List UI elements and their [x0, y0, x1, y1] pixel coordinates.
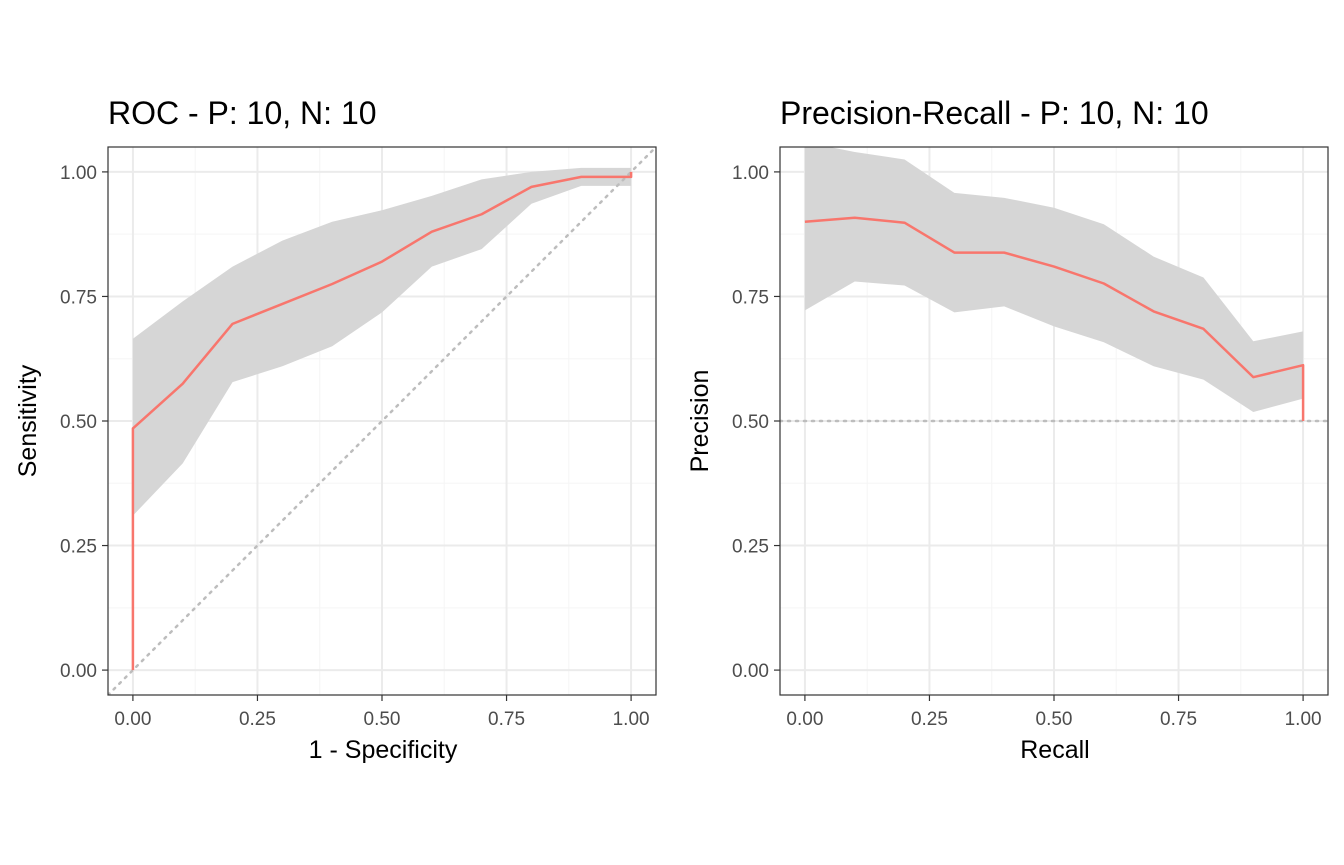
roc-x-axis-title: 1 - Specificity [309, 736, 458, 764]
pr-y-tick-label: 1.00 [732, 163, 769, 184]
roc-x-tick-label: 0.25 [239, 709, 276, 730]
roc-y-tick-label: 0.50 [60, 412, 97, 433]
roc-y-tick-label: 0.00 [60, 661, 97, 682]
pr-x-tick-label: 0.00 [786, 709, 823, 730]
roc-y-tick-label: 0.25 [60, 537, 97, 558]
pr-y-axis-title: Precision [686, 370, 714, 473]
pr-y-tick-label: 0.75 [732, 287, 769, 308]
roc-y-axis-title: Sensitivity [14, 364, 42, 477]
precision-recall-chart: Precision-Recall - P: 10, N: 10 Recall P… [686, 95, 1329, 764]
pr-x-tick-label: 0.25 [911, 709, 948, 730]
pr-y-tick-label: 0.00 [732, 661, 769, 682]
roc-x-tick-label: 0.50 [364, 709, 401, 730]
roc-chart: ROC - P: 10, N: 10 1 - Specificity Sensi… [14, 95, 657, 764]
roc-x-tick-label: 0.75 [488, 709, 525, 730]
roc-chart-title: ROC - P: 10, N: 10 [108, 95, 377, 131]
pr-plot-area [780, 147, 1328, 695]
roc-x-tick-label: 0.00 [114, 709, 151, 730]
pr-chart-title: Precision-Recall - P: 10, N: 10 [780, 95, 1209, 131]
roc-confidence-band [132, 167, 632, 516]
pr-x-axis-title: Recall [1020, 736, 1089, 764]
roc-reference-diagonal [108, 147, 656, 695]
pr-x-tick-label: 1.00 [1285, 709, 1322, 730]
pr-x-tick-label: 0.75 [1160, 709, 1197, 730]
pr-x-tick-label: 0.50 [1036, 709, 1073, 730]
roc-y-tick-label: 0.75 [60, 287, 97, 308]
roc-y-tick-label: 1.00 [60, 163, 97, 184]
roc-plot-area [108, 147, 656, 695]
roc-x-tick-label: 1.00 [613, 709, 650, 730]
pr-y-tick-label: 0.50 [732, 412, 769, 433]
roc-curve-line [131, 171, 633, 671]
pr-y-tick-label: 0.25 [732, 537, 769, 558]
pr-confidence-band [804, 147, 1304, 413]
pr-curve-line [804, 216, 1305, 421]
